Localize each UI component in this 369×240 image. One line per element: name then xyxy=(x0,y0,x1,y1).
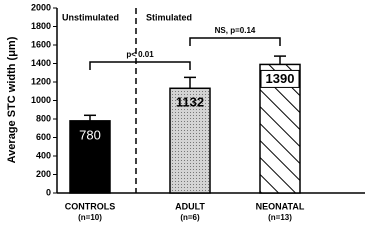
group-label: Unstimulated xyxy=(62,12,119,22)
y-tick-label: 1200 xyxy=(31,76,51,86)
y-tick-label: 600 xyxy=(36,132,51,142)
sample-size: (n=10) xyxy=(78,213,102,222)
sample-size: (n=6) xyxy=(180,213,200,222)
x-tick-label: ADULT xyxy=(175,201,205,211)
chart: Average STC width (μm) Unstimulated Stim… xyxy=(6,2,365,222)
y-tick-label: 2000 xyxy=(31,2,51,12)
sample-size: (n=13) xyxy=(268,213,292,222)
y-tick-label: 800 xyxy=(36,113,51,123)
value-label: 780 xyxy=(79,127,101,142)
bar xyxy=(69,120,111,194)
x-tick-label: CONTROLS xyxy=(65,201,116,211)
comparison-label: p< 0.01 xyxy=(126,50,154,59)
y-tick-label: 400 xyxy=(36,150,51,160)
value-label: 1132 xyxy=(176,95,204,110)
comparison-bracket xyxy=(89,61,191,70)
x-tick-label: NEONATAL xyxy=(256,201,305,211)
value-label-box xyxy=(260,69,300,88)
y-tick-label: 1600 xyxy=(31,39,51,49)
comparison-bracket xyxy=(189,37,281,46)
y-tick-label: 1400 xyxy=(31,58,51,68)
y-tick-label: 0 xyxy=(46,187,51,197)
y-axis-label: Average STC width (μm) xyxy=(6,36,18,163)
value-label: 1390 xyxy=(266,71,295,86)
group-label: Stimulated xyxy=(146,12,192,22)
y-tick-label: 1800 xyxy=(31,21,51,31)
y-tick-label: 1000 xyxy=(31,95,51,105)
y-tick-label: 200 xyxy=(36,169,51,179)
comparison-label: NS, p=0.14 xyxy=(215,26,256,35)
